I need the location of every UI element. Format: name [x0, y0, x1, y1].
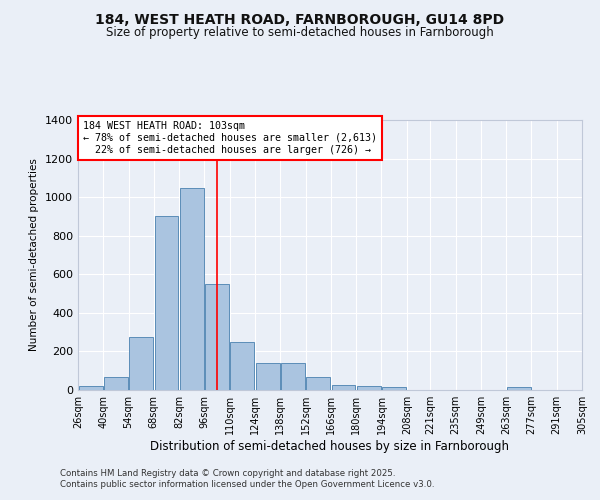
Bar	[104, 376, 128, 390]
Bar	[79, 386, 103, 390]
Bar	[256, 363, 280, 390]
Bar	[155, 216, 178, 390]
X-axis label: Distribution of semi-detached houses by size in Farnborough: Distribution of semi-detached houses by …	[151, 440, 509, 453]
Text: 184, WEST HEATH ROAD, FARNBOROUGH, GU14 8PD: 184, WEST HEATH ROAD, FARNBOROUGH, GU14 …	[95, 12, 505, 26]
Bar	[332, 384, 355, 390]
Bar	[130, 337, 153, 390]
Text: Size of property relative to semi-detached houses in Farnborough: Size of property relative to semi-detach…	[106, 26, 494, 39]
Bar	[180, 188, 204, 390]
Bar	[281, 363, 305, 390]
Y-axis label: Number of semi-detached properties: Number of semi-detached properties	[29, 158, 40, 352]
Text: 184 WEST HEATH ROAD: 103sqm
← 78% of semi-detached houses are smaller (2,613)
  : 184 WEST HEATH ROAD: 103sqm ← 78% of sem…	[83, 122, 377, 154]
Bar	[507, 388, 530, 390]
Bar	[357, 386, 381, 390]
Text: Contains public sector information licensed under the Open Government Licence v3: Contains public sector information licen…	[60, 480, 434, 489]
Text: Contains HM Land Registry data © Crown copyright and database right 2025.: Contains HM Land Registry data © Crown c…	[60, 468, 395, 477]
Bar	[382, 386, 406, 390]
Bar	[205, 284, 229, 390]
Bar	[307, 378, 330, 390]
Bar	[230, 342, 254, 390]
